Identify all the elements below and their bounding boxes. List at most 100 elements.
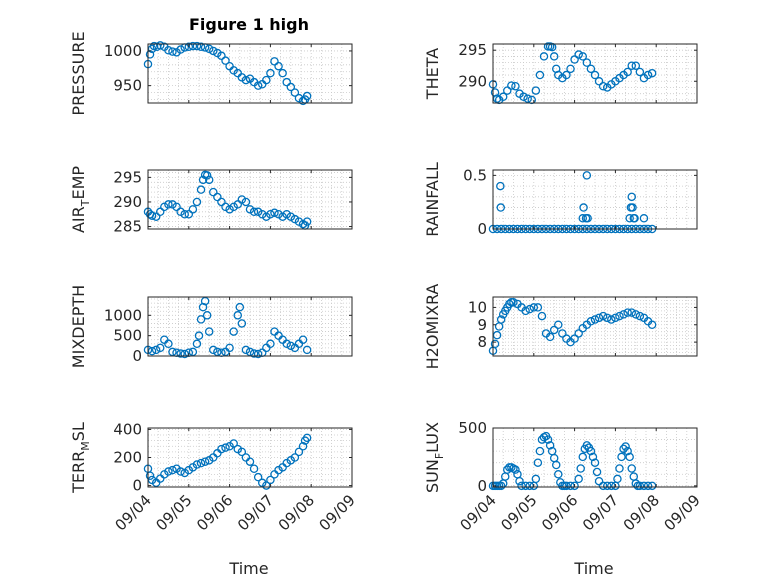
data-point <box>253 472 263 482</box>
y-tick-label: 1000 <box>104 42 142 60</box>
data-point <box>286 341 296 351</box>
data-point <box>245 457 255 466</box>
data-point <box>176 349 185 358</box>
data-point <box>298 335 308 344</box>
plot-area <box>148 170 352 229</box>
data-point <box>274 61 283 71</box>
data-point <box>647 68 657 78</box>
data-point <box>192 197 202 207</box>
data-point <box>549 325 559 335</box>
data-point <box>188 205 198 214</box>
data-point <box>519 92 528 102</box>
y-axis-label: TERRMSL <box>69 422 92 494</box>
y-tick-label: 10 <box>468 298 487 316</box>
data-point <box>625 214 634 223</box>
data-series <box>488 42 657 105</box>
y-tick-label: 0.5 <box>463 166 487 184</box>
data-point <box>592 467 602 477</box>
data-point <box>209 187 218 197</box>
data-point <box>241 75 251 85</box>
data-point <box>578 452 588 462</box>
axes-box <box>492 43 698 104</box>
data-point <box>562 481 571 491</box>
data-point <box>253 81 263 90</box>
data-point <box>229 327 238 336</box>
data-point <box>200 457 210 466</box>
data-point <box>509 297 518 307</box>
data-point <box>533 303 543 312</box>
data-series <box>143 170 312 230</box>
data-point <box>155 207 165 217</box>
data-point <box>619 444 628 454</box>
data-point <box>574 474 583 484</box>
data-point <box>496 315 506 324</box>
data-point <box>490 339 500 349</box>
data-point <box>574 329 583 338</box>
data-point <box>515 476 524 486</box>
data-point <box>558 329 567 338</box>
y-axis-label: PRESSURE <box>69 31 88 115</box>
data-point <box>196 458 206 468</box>
data-point <box>164 339 173 349</box>
data-point <box>627 192 636 202</box>
data-point <box>598 481 608 491</box>
data-point <box>594 313 604 323</box>
data-point <box>643 70 653 80</box>
chart-title: Figure 1 high <box>189 15 309 34</box>
data-point <box>168 47 177 56</box>
data-point <box>554 470 563 479</box>
data-point <box>249 349 259 358</box>
data-point <box>184 42 194 52</box>
subplot-air-temp: 285 290 295 AIRTEMP <box>69 166 353 236</box>
data-point <box>233 200 243 209</box>
subplot-pressure: 950 1000 PRESSURE <box>69 31 353 116</box>
data-point <box>302 345 312 355</box>
data-point <box>192 460 202 469</box>
data-point <box>613 474 622 484</box>
data-point <box>586 64 596 74</box>
y-tick-label: 0 <box>477 220 487 238</box>
data-point <box>233 311 243 320</box>
y-tick-label: 200 <box>113 449 142 467</box>
data-point <box>503 465 512 474</box>
data-point <box>635 481 645 491</box>
y-tick-label: 0 <box>132 477 142 495</box>
y-tick-label: 295 <box>113 168 142 186</box>
data-point <box>582 441 592 450</box>
y-tick-label: 400 <box>113 420 142 438</box>
data-point <box>302 91 312 101</box>
y-tick-label: 500 <box>458 419 487 437</box>
x-axis-label-right: Time <box>573 559 613 578</box>
data-point <box>583 214 592 223</box>
data-point <box>192 339 202 349</box>
data-point <box>590 315 600 324</box>
data-point <box>298 442 308 451</box>
data-point <box>586 317 596 326</box>
data-point <box>531 86 541 95</box>
data-point <box>639 214 649 223</box>
data-series <box>143 41 312 106</box>
data-point <box>290 453 300 462</box>
axes-box <box>147 169 353 230</box>
data-point <box>525 304 534 314</box>
axes-box <box>147 296 353 357</box>
data-point <box>627 61 636 70</box>
data-point <box>615 311 624 321</box>
subplot-theta: 290 295 THETA <box>423 41 698 105</box>
data-point <box>302 217 312 226</box>
data-point <box>535 70 545 80</box>
plot-area <box>493 297 697 356</box>
data-point <box>164 467 173 476</box>
data-point <box>282 339 291 349</box>
data-point <box>521 481 530 491</box>
data-point <box>202 311 212 320</box>
data-point <box>503 86 512 95</box>
plot-area <box>493 170 697 229</box>
data-point <box>235 302 245 312</box>
data-point <box>217 444 226 454</box>
data-point <box>213 192 222 202</box>
subplot-mixdepth: 0 500 1000 MIXDEPTH <box>69 285 353 368</box>
data-point <box>155 343 165 353</box>
data-point <box>278 68 287 78</box>
